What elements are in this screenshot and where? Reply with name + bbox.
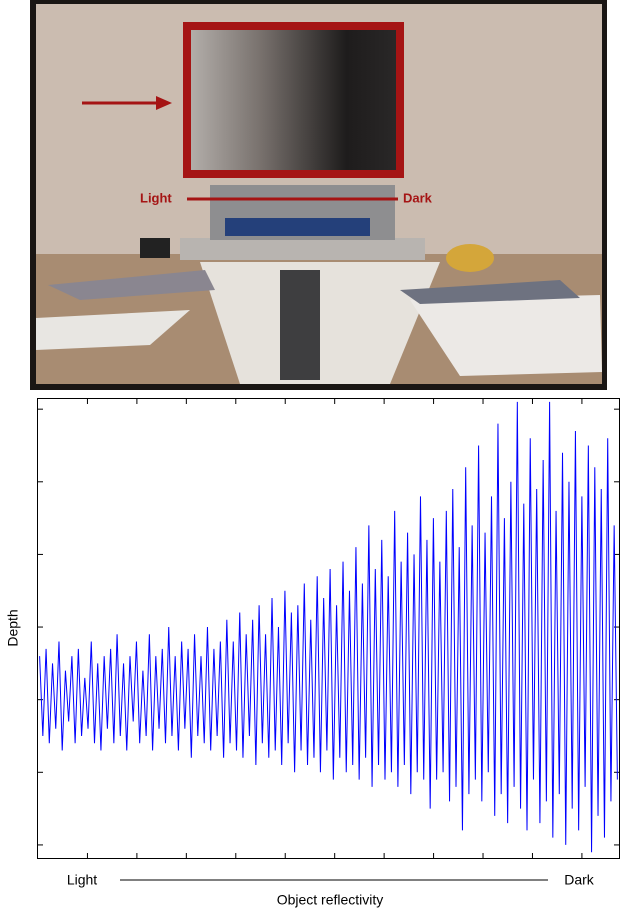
photo-dark-label: Dark <box>403 190 433 205</box>
depth-line <box>39 401 618 853</box>
mount-panel <box>225 218 370 236</box>
magazine <box>48 270 215 300</box>
arrow-head <box>156 96 172 110</box>
x-end-label: Dark <box>564 872 595 888</box>
paper <box>36 310 190 350</box>
photo: Light Dark <box>30 0 607 390</box>
rail <box>280 270 320 380</box>
x-start-label: Light <box>67 872 97 888</box>
slider <box>180 238 425 260</box>
target-surface <box>188 27 399 173</box>
y-axis-label: Depth <box>5 609 21 646</box>
box <box>140 238 170 258</box>
magazine <box>400 280 580 304</box>
tape <box>446 244 494 272</box>
photo-light-label: Light <box>140 190 172 205</box>
target-box <box>183 22 404 178</box>
x-axis-label: Object reflectivity <box>277 892 384 908</box>
notebook <box>410 295 602 376</box>
